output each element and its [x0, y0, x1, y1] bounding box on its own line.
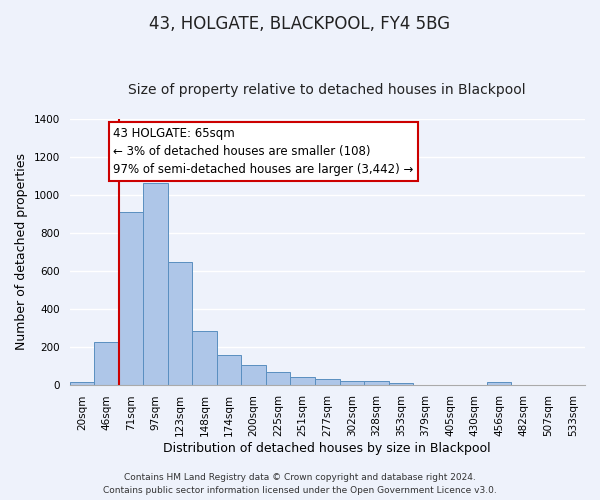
Bar: [487, 382, 511, 384]
Bar: [70, 382, 94, 384]
X-axis label: Distribution of detached houses by size in Blackpool: Distribution of detached houses by size …: [163, 442, 491, 455]
Bar: [364, 382, 389, 384]
Title: Size of property relative to detached houses in Blackpool: Size of property relative to detached ho…: [128, 83, 526, 97]
Bar: [217, 354, 241, 384]
Text: 43, HOLGATE, BLACKPOOL, FY4 5BG: 43, HOLGATE, BLACKPOOL, FY4 5BG: [149, 15, 451, 33]
Bar: [389, 382, 413, 384]
Bar: [168, 262, 192, 384]
Bar: [241, 364, 266, 384]
Text: Contains HM Land Registry data © Crown copyright and database right 2024.
Contai: Contains HM Land Registry data © Crown c…: [103, 474, 497, 495]
Bar: [290, 376, 315, 384]
Text: 43 HOLGATE: 65sqm
← 3% of detached houses are smaller (108)
97% of semi-detached: 43 HOLGATE: 65sqm ← 3% of detached house…: [113, 127, 414, 176]
Y-axis label: Number of detached properties: Number of detached properties: [15, 154, 28, 350]
Bar: [143, 182, 168, 384]
Bar: [315, 380, 340, 384]
Bar: [94, 342, 119, 384]
Bar: [340, 381, 364, 384]
Bar: [192, 332, 217, 384]
Bar: [119, 212, 143, 384]
Bar: [266, 372, 290, 384]
